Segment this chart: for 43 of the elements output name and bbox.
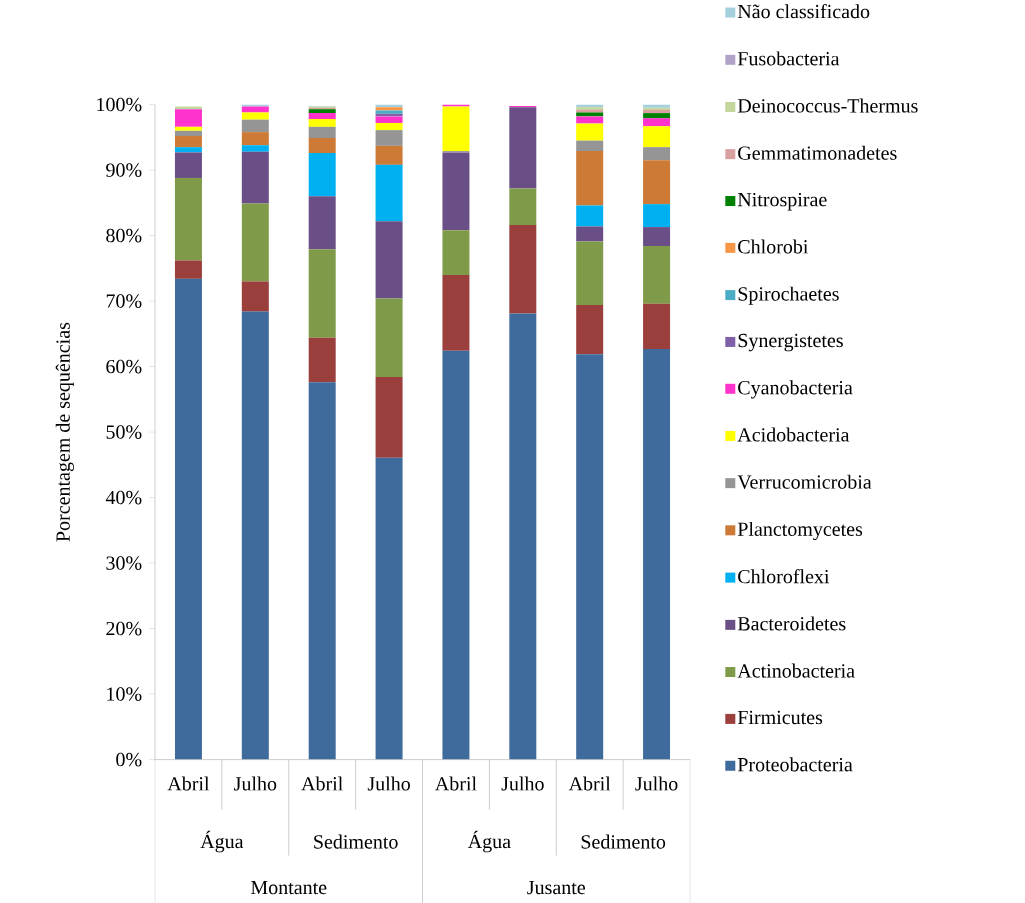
y-tick-label: 90% bbox=[106, 163, 142, 177]
legend-label: Spirochaetes bbox=[738, 286, 839, 305]
x-tick-label: Abril bbox=[568, 776, 611, 791]
y-tick-label: 10% bbox=[107, 687, 142, 701]
y-tick-label: 80% bbox=[106, 228, 142, 243]
legend-label: Synergistetes bbox=[738, 333, 843, 352]
y-tick-label: 100% bbox=[97, 97, 142, 112]
legend-label: Chlorobi bbox=[738, 239, 809, 254]
legend-label: Fusobacteria bbox=[737, 51, 840, 66]
x-tick-label: Abril bbox=[435, 776, 477, 791]
text: Sedimento bbox=[314, 834, 398, 849]
legend-label: Bacteroidetes bbox=[737, 616, 846, 631]
y-tick-label: 60% bbox=[106, 359, 142, 374]
x-tick-label: Abril bbox=[301, 776, 343, 791]
legend-label: Planctomycetes bbox=[737, 521, 863, 541]
text: Montante bbox=[251, 881, 327, 895]
legend-label: Cyanobacteria bbox=[738, 380, 853, 399]
legend-label: Nitrospirae bbox=[737, 193, 827, 211]
x-tick-label: Julho bbox=[234, 776, 277, 791]
y-tick-label: 70% bbox=[106, 294, 142, 308]
legend-label: Acidobacteria bbox=[737, 427, 850, 442]
x-tick-label: Julho bbox=[501, 776, 544, 791]
x-tick-label: Abril bbox=[167, 776, 210, 791]
legend-label: Verrucomicrobia bbox=[737, 474, 872, 489]
y-tick-label: 20% bbox=[106, 621, 142, 636]
legend-label: Deinococcus-Thermus bbox=[737, 98, 918, 113]
text: Sedimento bbox=[581, 834, 666, 849]
y-tick-label: 30% bbox=[106, 556, 142, 570]
legend-label: Actinobacteria bbox=[737, 663, 855, 678]
y-tick-label: 40% bbox=[105, 490, 142, 505]
legend-label: Firmicutes bbox=[737, 710, 823, 725]
y-axis-title: Porcentagem de sequências bbox=[55, 322, 74, 542]
text: Água bbox=[467, 830, 511, 853]
text: Jusante bbox=[527, 881, 585, 895]
text: Água bbox=[200, 830, 244, 853]
legend-label: Não classificado bbox=[737, 4, 870, 19]
legend-label: Gemmatimonadetes bbox=[738, 145, 897, 160]
legend-label: Chloroflexi bbox=[738, 569, 830, 584]
x-tick-label: Julho bbox=[367, 776, 410, 791]
legend-label: Proteobacteria bbox=[737, 757, 853, 772]
x-tick-label: Julho bbox=[635, 776, 678, 791]
y-tick-label: 0% bbox=[116, 752, 142, 767]
y-tick-label: 50% bbox=[106, 425, 142, 439]
